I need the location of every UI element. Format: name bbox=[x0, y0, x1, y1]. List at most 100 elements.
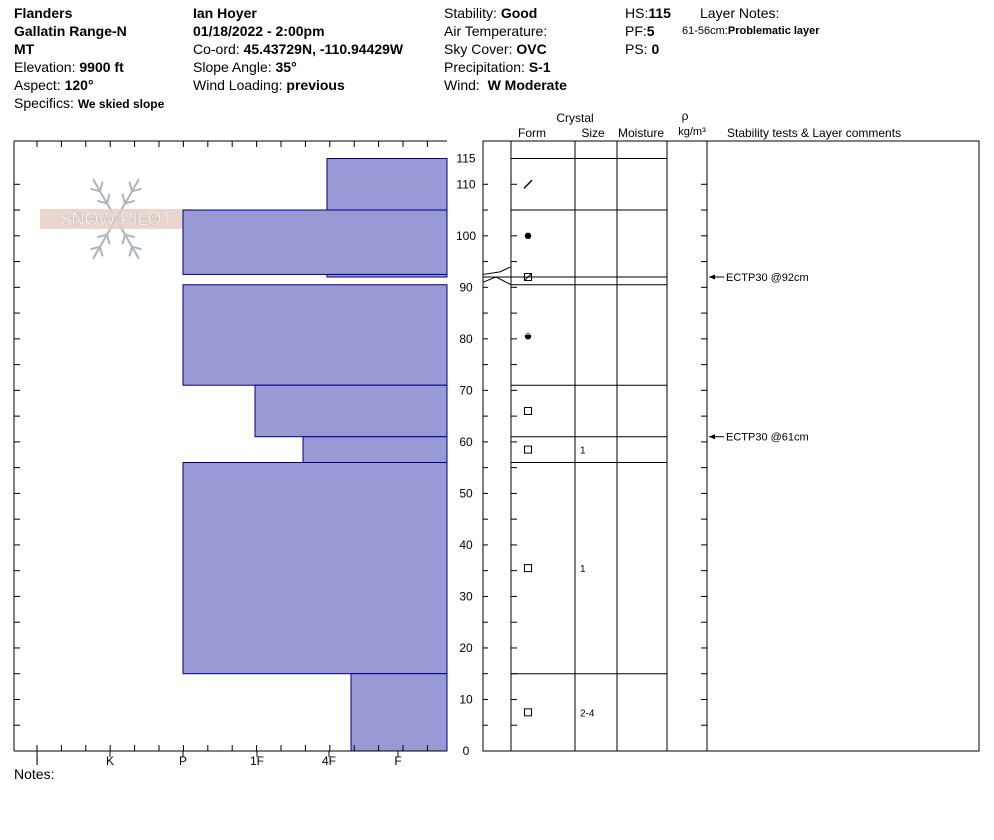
decomposing-form-symbol bbox=[523, 179, 533, 189]
layer-note: 61-56cm:Problematic layer bbox=[682, 22, 820, 40]
state-name: MT bbox=[14, 41, 35, 57]
hardness-tick-label: K bbox=[106, 754, 114, 768]
test-label: ECTP30 @92cm bbox=[726, 272, 809, 284]
snowflake-branch bbox=[131, 245, 142, 251]
faceted-crystal-symbol bbox=[524, 708, 532, 717]
ps-value: 0 bbox=[651, 41, 660, 57]
notes-label: Notes: bbox=[14, 766, 55, 782]
density-unit-header: kg/m³ bbox=[678, 126, 706, 138]
location-name: Flanders bbox=[14, 5, 73, 21]
slope-label: Slope Angle: bbox=[193, 59, 272, 75]
layer-connector bbox=[482, 266, 512, 275]
elevation-row: Elevation: 9900 ft bbox=[14, 58, 164, 76]
layer-connector bbox=[483, 276, 512, 286]
hardness-layer-bar bbox=[350, 673, 448, 752]
hardness-layer-bar bbox=[182, 461, 448, 675]
rounded-grain-symbol bbox=[524, 232, 532, 239]
height-tick-label: 110 bbox=[456, 177, 475, 191]
stability-value: Good bbox=[500, 5, 538, 21]
slope-row: Slope Angle: 35° bbox=[193, 58, 403, 76]
snowflake-branch bbox=[131, 187, 142, 193]
hardness-layer-bar bbox=[326, 158, 448, 211]
snowflake-branch bbox=[99, 181, 104, 192]
hardness-tick-label: 4F bbox=[322, 754, 336, 768]
snowflake-branch bbox=[121, 234, 126, 245]
observation-datetime: 01/18/2022 - 2:00pm bbox=[193, 23, 325, 39]
coord-label: Co-ord: bbox=[193, 41, 240, 57]
hardness-layers bbox=[182, 158, 448, 752]
height-tick-label: 10 bbox=[459, 692, 473, 706]
height-tick-label: 60 bbox=[459, 435, 473, 449]
header-col-location: Flanders Gallatin Range-N MT Elevation: … bbox=[14, 4, 164, 113]
logo-banner bbox=[40, 209, 192, 229]
snowflake-branch bbox=[90, 245, 101, 251]
coord-value: 45.43729N, -110.94429W bbox=[243, 41, 404, 57]
aspect-row: Aspect: 120° bbox=[14, 76, 164, 94]
height-tick-label: 50 bbox=[459, 486, 473, 500]
height-tick-label: 40 bbox=[459, 538, 473, 552]
header-col-depths: HS:115 PF:5 PS: 0 bbox=[625, 4, 671, 58]
sky-value: OVC bbox=[516, 41, 547, 57]
snowflake-branch bbox=[90, 187, 101, 193]
wind-label: Wind: bbox=[444, 77, 480, 93]
snowflake-branch bbox=[121, 193, 126, 204]
precip-row: Precipitation: S-1 bbox=[444, 58, 567, 76]
height-tick-label: 90 bbox=[459, 280, 473, 294]
aspect-value: 120° bbox=[64, 77, 94, 93]
test-arrowhead bbox=[709, 434, 715, 440]
snowflake-branch bbox=[97, 233, 108, 239]
chart-frames bbox=[13, 140, 980, 752]
hardness-tick-label: P bbox=[179, 754, 187, 768]
grain-size-label: 2-4 bbox=[580, 708, 595, 719]
hardness-layer-bar bbox=[254, 384, 448, 438]
snowflake-branch bbox=[97, 199, 108, 205]
layer-note-range: 61-56cm: bbox=[682, 25, 728, 37]
ps-row: PS: 0 bbox=[625, 40, 671, 58]
faceted-crystal-symbol bbox=[524, 445, 532, 454]
stability-tests: ECTP30 @92cm ECTP30 @61cm bbox=[709, 272, 809, 444]
hardness-layer-bar bbox=[326, 273, 448, 278]
moisture-header: Moisture bbox=[618, 126, 664, 140]
logo-text: SNOW PILOT bbox=[59, 209, 172, 229]
precip-label: Precipitation: bbox=[444, 59, 525, 75]
height-tick-label: 100 bbox=[456, 229, 476, 243]
specifics-value: We skied slope bbox=[77, 97, 165, 111]
height-tick-label: 0 bbox=[463, 744, 470, 758]
snowflake-branch bbox=[128, 246, 133, 257]
table-lines bbox=[482, 158, 667, 675]
test-label: ECTP30 @61cm bbox=[726, 432, 809, 444]
pf-value: 5 bbox=[646, 23, 655, 39]
specifics-row: Specifics: We skied slope bbox=[14, 94, 164, 113]
snowflake-branch bbox=[106, 234, 111, 245]
faceted-crystal-symbol bbox=[524, 564, 532, 573]
header-col-conditions: Stability: Good Air Temperature: Sky Cov… bbox=[444, 4, 567, 94]
hardness-tick-label: 1F bbox=[250, 754, 264, 768]
grain-size-label: 1 bbox=[580, 446, 586, 457]
pf-label: PF: bbox=[625, 23, 647, 39]
table-frame bbox=[482, 140, 980, 752]
hardness-layer-bar bbox=[182, 209, 448, 275]
wind-row: Wind: W Moderate bbox=[444, 76, 567, 94]
snowflake-branch bbox=[124, 233, 135, 239]
hardness-layer-bar bbox=[302, 436, 448, 463]
height-tick-label: 20 bbox=[459, 641, 473, 655]
stability-label: Stability: bbox=[444, 5, 497, 21]
slope-value: 35° bbox=[275, 59, 297, 75]
aspect-label: Aspect: bbox=[14, 77, 61, 93]
wind-loading-row: Wind Loading: previous bbox=[193, 76, 403, 94]
air-temp-row: Air Temperature: bbox=[444, 22, 567, 40]
stability-row: Stability: Good bbox=[444, 4, 567, 22]
snowflake-branch bbox=[124, 199, 135, 205]
ps-label: PS: bbox=[625, 41, 648, 57]
hs-row: HS:115 bbox=[625, 4, 671, 22]
hardness-tick-label: I bbox=[35, 754, 38, 768]
layer-note-text: Problematic layer bbox=[727, 25, 820, 37]
height-tick-label: 30 bbox=[459, 589, 473, 603]
wind-loading-label: Wind Loading: bbox=[193, 77, 283, 93]
elevation-value: 9900 ft bbox=[79, 59, 124, 75]
sky-row: Sky Cover: OVC bbox=[444, 40, 567, 58]
hs-value: 115 bbox=[648, 5, 671, 21]
hardness-tick-label: F bbox=[394, 754, 401, 768]
coord-row: Co-ord: 45.43729N, -110.94429W bbox=[193, 40, 403, 58]
